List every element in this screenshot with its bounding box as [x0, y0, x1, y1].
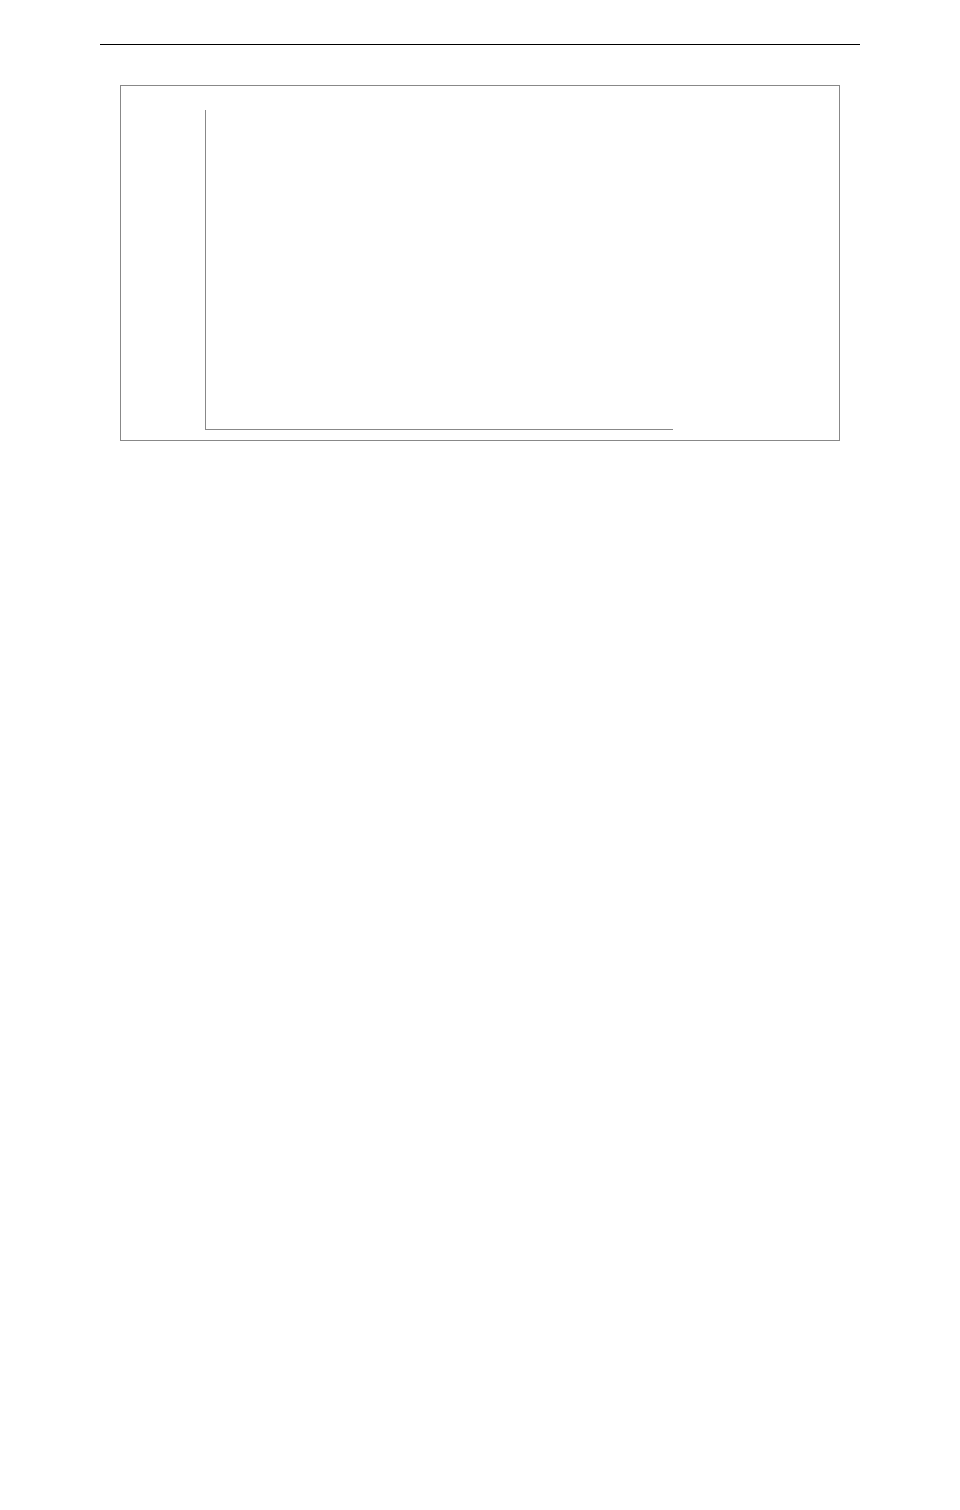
energy-chart	[120, 85, 840, 441]
plot-area	[205, 110, 673, 430]
chart-legend	[673, 110, 823, 116]
y-axis-label	[137, 110, 157, 430]
header-rule	[100, 44, 860, 45]
y-axis-ticks	[157, 110, 205, 430]
